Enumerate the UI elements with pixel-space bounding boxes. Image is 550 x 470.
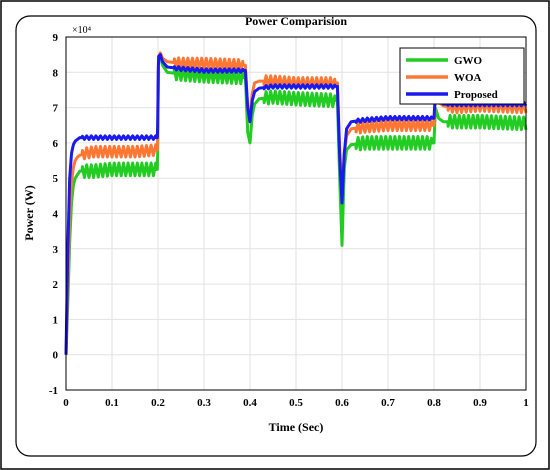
y-tick-label: 0	[53, 350, 59, 362]
x-tick-label: 0.8	[427, 397, 441, 409]
legend: GWO WOA Proposed	[399, 47, 525, 105]
x-tick-label: 0.2	[151, 397, 165, 409]
y-axis-multiplier: ×10⁴	[72, 25, 92, 36]
x-axis-ticks: 0 0.1 0.2 0.3 0.4 0.5 0.6 0.7 0.8 0.9 1	[63, 397, 529, 409]
x-tick-label: 1	[523, 397, 529, 409]
series-line-gwo	[64, 54, 528, 355]
y-tick-label: 4	[53, 209, 59, 221]
y-tick-label: 8	[53, 67, 59, 79]
y-tick-label: -1	[49, 385, 58, 397]
legend-label: Proposed	[454, 89, 498, 101]
y-tick-label: 2	[53, 279, 59, 291]
y-tick-label: 5	[53, 173, 59, 185]
x-tick-label: 0.7	[381, 397, 395, 409]
legend-label: GWO	[454, 55, 483, 67]
y-tick-label: 7	[53, 103, 59, 115]
y-tick-label: 9	[53, 32, 59, 44]
chart-title: Power Comparision	[245, 14, 347, 28]
y-tick-label: 6	[53, 138, 59, 150]
x-tick-label: 0.1	[105, 397, 119, 409]
x-tick-label: 0.9	[473, 397, 487, 409]
x-tick-label: 0.6	[335, 397, 349, 409]
y-axis-ticks: -1 0 1 2 3 4 5 6 7 8 9	[49, 32, 59, 397]
x-tick-label: 0	[63, 397, 69, 409]
x-axis-label: Time (Sec)	[269, 420, 324, 434]
x-tick-label: 0.3	[197, 397, 211, 409]
plot-area-frame	[65, 36, 527, 391]
y-axis-label: Power (W)	[22, 185, 36, 240]
y-tick-label: 3	[53, 244, 59, 256]
legend-label: WOA	[454, 72, 482, 84]
x-tick-label: 0.4	[243, 397, 257, 409]
y-tick-label: 1	[53, 314, 59, 326]
x-tick-label: 0.5	[289, 397, 303, 409]
